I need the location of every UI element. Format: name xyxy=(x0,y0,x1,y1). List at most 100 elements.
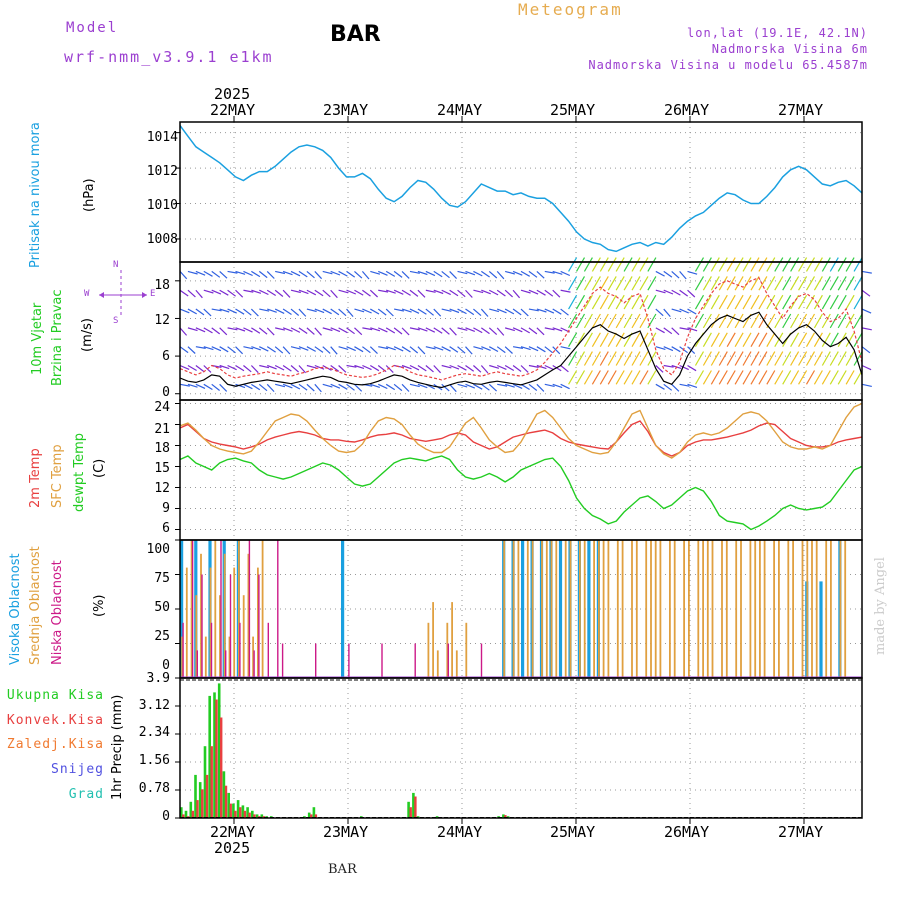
cloud-mid-bar xyxy=(602,540,605,678)
wind-vector xyxy=(488,270,498,279)
wind-vector xyxy=(742,294,752,310)
wind-vector xyxy=(282,383,293,389)
pressure-tick: 1008 xyxy=(146,232,178,247)
wind-vector xyxy=(496,327,505,336)
wind-vector xyxy=(441,364,452,369)
cloud-mid-bar xyxy=(787,540,790,678)
wind-vector xyxy=(370,308,380,315)
wind-vector xyxy=(219,327,228,336)
wind-vector xyxy=(591,332,601,347)
wind-vector xyxy=(591,294,601,310)
date-top-5: 27MAY xyxy=(778,101,824,119)
cloud-low-bar xyxy=(267,622,269,678)
wind-vector xyxy=(607,294,617,310)
wind-vector xyxy=(655,289,666,294)
wind-vector xyxy=(647,276,657,291)
wind-vector xyxy=(227,270,238,274)
wind-vector xyxy=(575,351,586,366)
wind-vector xyxy=(813,294,823,310)
wind-vector xyxy=(425,308,434,316)
wind-vector xyxy=(488,289,499,296)
cloud-mid-bar xyxy=(754,540,757,678)
wind-vector xyxy=(259,308,270,312)
wind-vector xyxy=(663,327,673,335)
wind-vector xyxy=(575,313,586,329)
wind-vector xyxy=(536,383,545,392)
wind-vector xyxy=(774,370,784,385)
cloud-mid-bar xyxy=(545,540,548,678)
pressure-tick: 1012 xyxy=(146,164,178,179)
cloud-low-bar xyxy=(277,540,279,678)
wind-vector xyxy=(235,364,245,372)
wind-vector xyxy=(290,365,299,373)
wind-vector xyxy=(758,332,768,347)
wind-vector xyxy=(449,364,460,370)
wind-vector xyxy=(251,270,261,278)
cloud-mid-bar xyxy=(465,622,468,678)
precip-conv-bar xyxy=(229,803,232,818)
wind-vector xyxy=(346,270,356,278)
precip-conv-bar xyxy=(215,699,218,818)
precip-total-bar xyxy=(194,774,197,818)
wind-vector xyxy=(243,327,253,333)
wind-vector xyxy=(179,364,190,370)
wind-vector xyxy=(829,370,839,385)
precip-conv-bar xyxy=(314,814,318,818)
wind-vector xyxy=(615,257,625,272)
model-elevation-label: Nadmorska Visina u modelu 65.4587m xyxy=(588,58,868,72)
wind-vector xyxy=(306,308,317,313)
wind-vector xyxy=(465,289,473,298)
wind-vector xyxy=(837,276,847,291)
wind-vector xyxy=(330,365,340,372)
wind-vector xyxy=(417,289,426,298)
wind-vector xyxy=(473,365,482,373)
wind-vector xyxy=(813,276,823,291)
cloud-mid-bar xyxy=(517,540,520,678)
wind-vector xyxy=(322,270,333,275)
precip-conv-bar xyxy=(504,815,507,818)
date-bottom-2: 24MAY xyxy=(437,823,483,841)
wind-vector xyxy=(790,294,800,310)
precip-total-bar xyxy=(241,805,245,818)
wind-vector xyxy=(805,332,816,347)
cloud-tick: 25 xyxy=(154,629,170,644)
wind-vector xyxy=(409,270,420,274)
cloud-mid-bar xyxy=(621,540,624,678)
wind-vector xyxy=(742,332,752,347)
wind-vector xyxy=(378,383,388,390)
wind-vector xyxy=(393,383,403,392)
station-title: BAR xyxy=(330,22,381,47)
wind-vector xyxy=(473,270,483,277)
wind-vector xyxy=(449,308,460,314)
wind-vector xyxy=(496,308,507,314)
wind-vector xyxy=(655,308,664,317)
wind-vector xyxy=(583,257,593,272)
wind-vector xyxy=(813,351,823,366)
wind-vector xyxy=(298,346,309,351)
wind-vector xyxy=(702,332,712,347)
precip-conv-bar xyxy=(414,796,417,818)
precip-total-bar xyxy=(198,782,202,818)
cloud-mid-bar xyxy=(569,540,572,678)
wind-vector xyxy=(671,289,681,296)
cloud-mid-bar xyxy=(541,540,543,678)
wind-vector xyxy=(393,327,403,335)
wind-vector xyxy=(766,332,776,347)
wind-vector xyxy=(774,351,784,366)
wind-vector xyxy=(401,308,412,313)
footer-station: BAR xyxy=(328,862,357,877)
wind-vector xyxy=(750,313,760,329)
wind-vector xyxy=(393,270,403,278)
wind-vector xyxy=(203,308,212,317)
wind-vector xyxy=(687,270,698,275)
wind-vector xyxy=(195,308,205,316)
wind-vector xyxy=(346,327,355,335)
wind-vector xyxy=(425,270,436,277)
wind-vector xyxy=(663,308,671,317)
wind-vector xyxy=(853,276,863,291)
cloud-mid-bar xyxy=(242,595,245,678)
cloud-mid-bar xyxy=(252,636,254,678)
wind-vector xyxy=(536,270,545,279)
wind-vector xyxy=(235,270,246,275)
wind-vector xyxy=(782,370,792,385)
